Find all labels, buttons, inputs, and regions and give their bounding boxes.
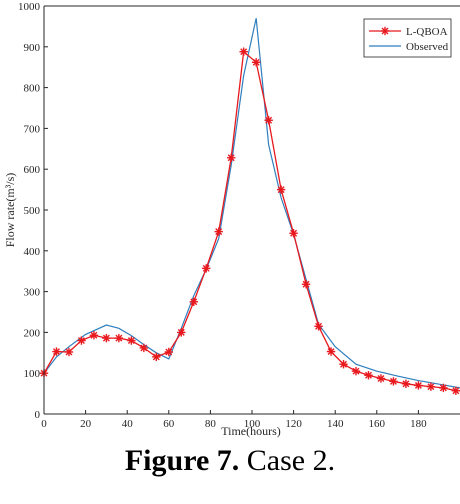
legend-label-lqboa: L-QBOA [406,26,448,38]
y-tick-label: 300 [24,287,41,299]
x-axis-label: Time(hours) [221,424,281,438]
data-point-l-qboa [414,381,423,390]
figure-caption: Figure 7. Case 2. [0,444,460,478]
data-point-l-qboa [64,347,74,357]
data-point-l-qboa [239,47,248,56]
data-point-l-qboa [351,366,361,376]
x-tick-label: 140 [327,418,344,430]
data-point-l-qboa [314,322,323,331]
series-line-l-qboa [43,50,456,392]
data-point-l-qboa [77,336,86,345]
data-point-l-qboa [401,379,411,389]
x-tick-label: 60 [163,418,175,430]
data-point-l-qboa [451,386,460,395]
data-point-l-qboa [177,328,186,337]
data-point-l-qboa [152,352,161,362]
x-tick-label: 180 [410,418,427,430]
x-tick-label: 40 [122,418,134,430]
data-point-l-qboa [289,229,298,238]
data-point-l-qboa [264,116,273,125]
data-point-l-qboa [251,58,261,67]
y-axis-label: Flow rate(m³/s) [3,173,17,248]
data-point-l-qboa [376,374,386,383]
series-line-observed [43,18,460,389]
data-point-l-qboa [139,343,149,353]
y-tick-label: 800 [24,83,41,95]
y-tick-label: 500 [24,205,41,217]
data-point-l-qboa [301,280,311,289]
y-tick-label: 700 [24,123,41,135]
legend-label-observed: Observed [406,41,449,53]
data-point-l-qboa [164,347,173,357]
y-tick-label: 1000 [18,1,41,13]
x-tick-label: 100 [244,418,261,430]
data-point-l-qboa [426,382,436,391]
x-tick-label: 80 [205,418,217,430]
data-point-l-qboa [102,333,111,343]
y-tick-label: 600 [24,164,41,176]
data-point-l-qboa [189,297,198,306]
y-tick-label: 100 [24,368,41,380]
x-tick-label: 120 [285,418,302,430]
figure-label: Figure 7. [124,444,240,477]
data-point-l-qboa [52,347,61,356]
y-tick-label: 0 [35,409,41,421]
y-tick-label: 900 [24,42,41,54]
data-point-l-qboa [227,153,236,162]
x-tick-label: 20 [80,418,92,430]
legend: L-QBOA Observed [363,18,452,58]
data-point-l-qboa [389,377,398,386]
data-point-l-qboa [114,333,124,343]
data-point-l-qboa [339,360,348,369]
data-point-l-qboa [326,347,336,356]
y-tick-label: 200 [24,327,41,339]
figure-caption-text: Case 2. [246,444,336,477]
data-point-l-qboa [276,185,286,194]
x-tick-label: 0 [41,418,47,430]
legend-marker-lqboa [380,26,390,36]
y-tick-label: 400 [24,246,41,258]
data-point-l-qboa [214,227,223,236]
data-point-l-qboa [202,264,211,273]
plot-area [44,6,460,414]
data-point-l-qboa [364,371,373,380]
legend-box [363,18,452,58]
data-point-l-qboa [439,383,448,393]
data-point-l-qboa [127,336,136,345]
data-point-l-qboa [89,331,99,340]
legend-asterisk-icon [380,26,390,36]
x-tick-label: 160 [369,418,386,430]
flow-rate-chart: 0 20 40 60 80 100 120 140 160 180 0 100 200 300 400 500… [3,1,460,438]
